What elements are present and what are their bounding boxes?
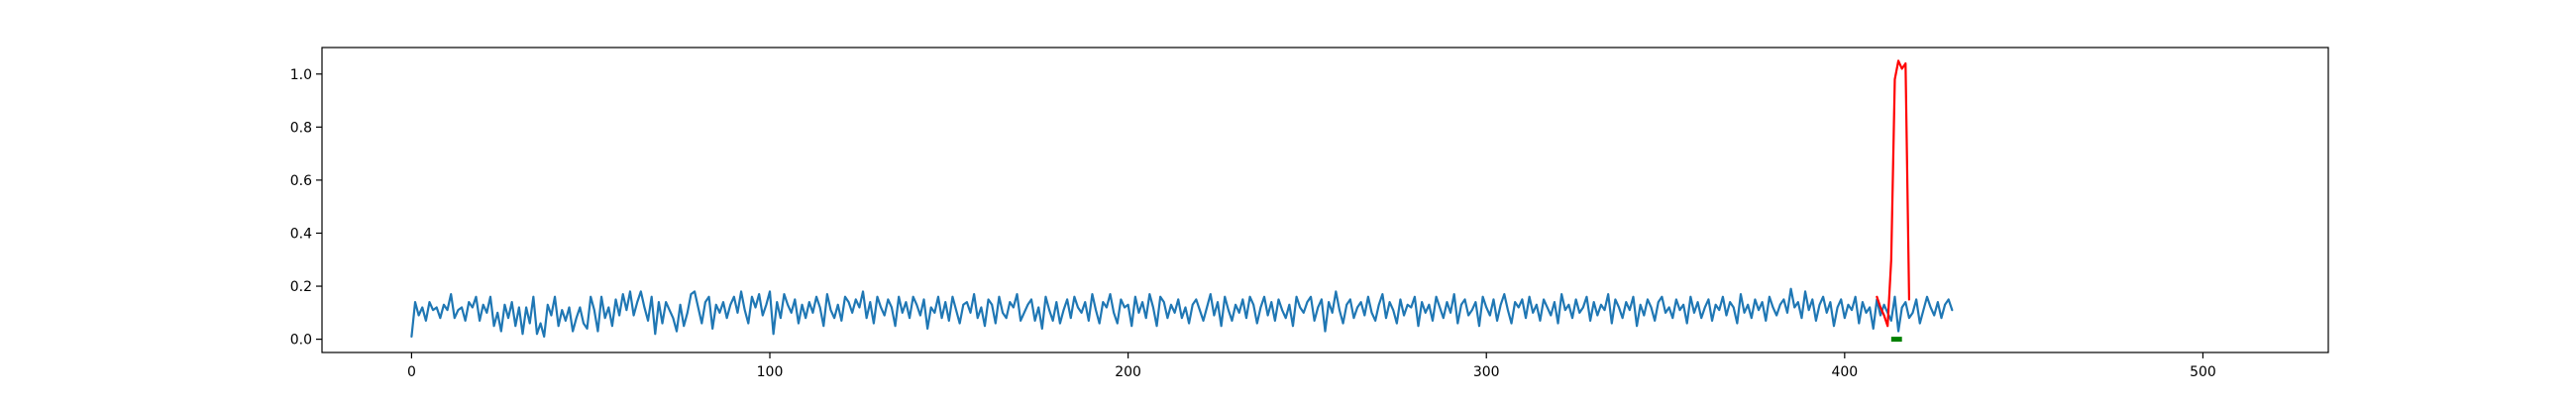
x-tick-label: 300 [1473,364,1500,380]
y-tick-label: 1.0 [290,67,312,83]
x-tick-label: 500 [2190,364,2216,380]
y-axis: 0.0 0.2 0.4 0.6 0.8 1.0 [290,67,322,349]
y-tick-label: 0.2 [290,279,312,295]
x-tick-label: 400 [1831,364,1858,380]
x-tick-label: 200 [1115,364,1141,380]
plot-area-background [322,48,2328,352]
y-tick-label: 0.8 [290,120,312,136]
series-line-2 [1876,59,1911,328]
axes-frame [321,47,2329,353]
x-tick-label: 100 [757,364,784,380]
series-line-1 [410,287,1954,339]
y-tick-label: 0.0 [290,333,312,349]
y-tick-label: 0.6 [290,173,312,189]
x-axis: 0 100 200 300 400 500 [407,352,2216,380]
series-lines [410,59,1954,343]
x-tick-label: 0 [407,364,416,380]
y-tick-label: 0.4 [290,226,312,242]
